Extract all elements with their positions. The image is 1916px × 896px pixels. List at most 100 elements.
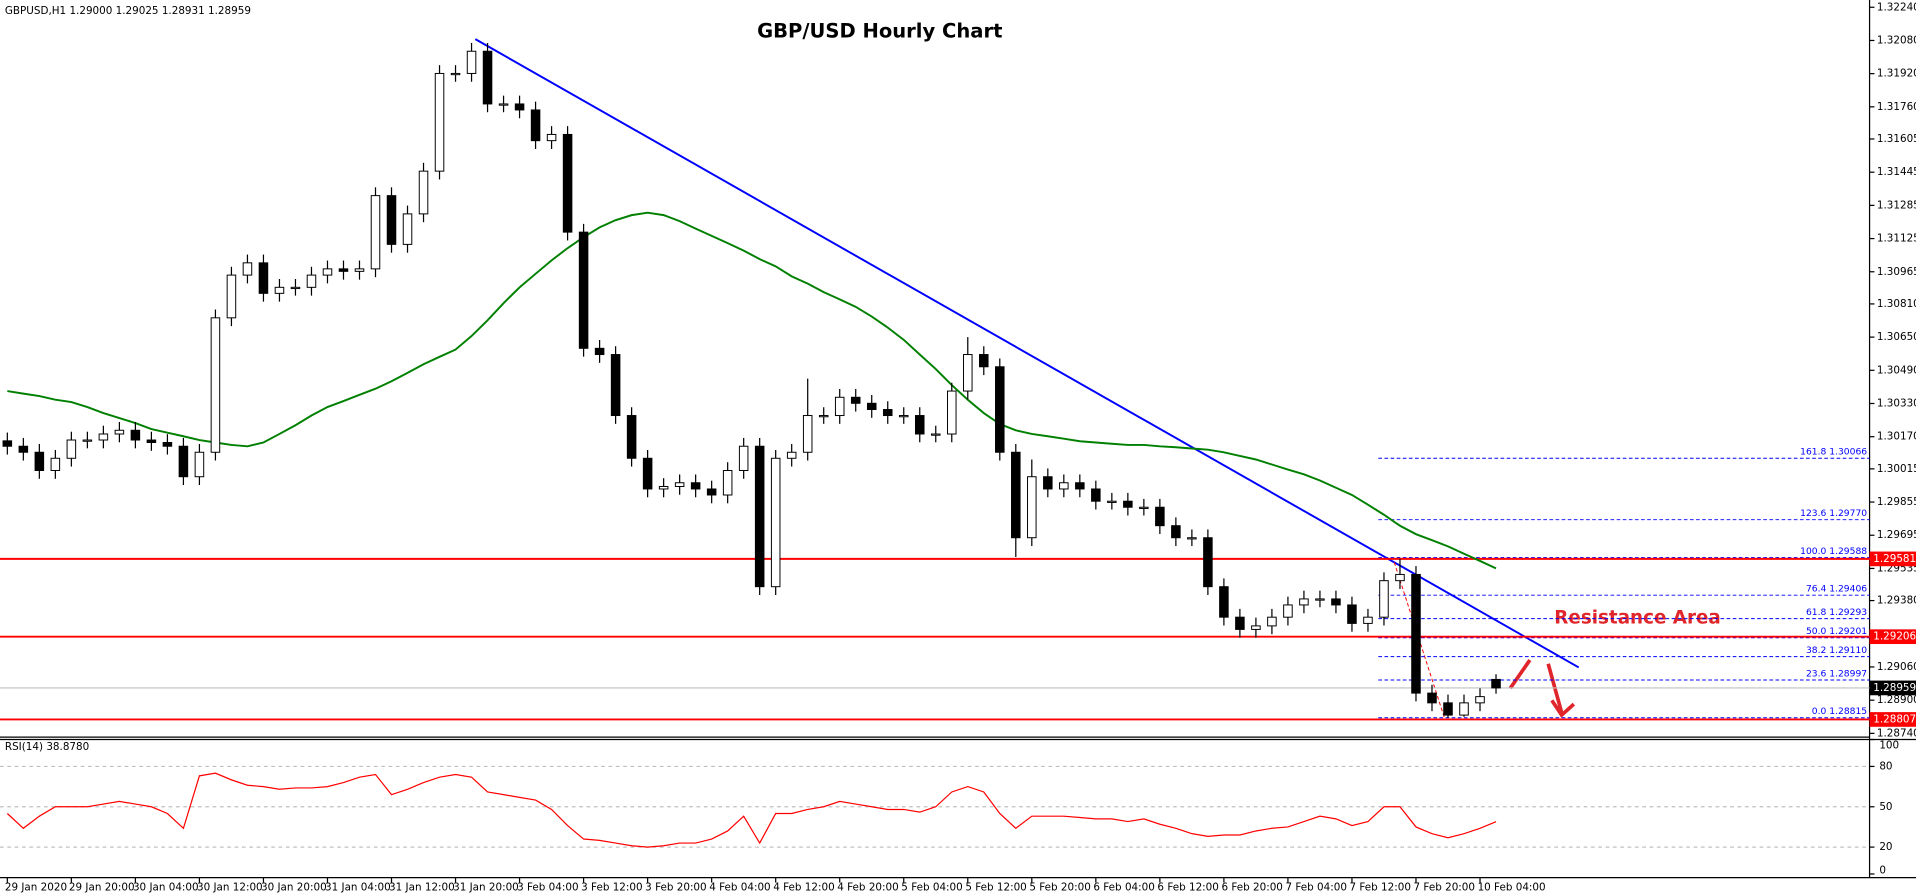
current-price-label: 1.28959	[1873, 682, 1916, 694]
candle-body	[850, 396, 861, 404]
candle-body	[418, 170, 429, 215]
resistance-box	[1869, 712, 1916, 727]
y-tick-label: 0	[1879, 864, 1886, 876]
candle-body	[162, 442, 173, 447]
candle-body	[722, 470, 733, 496]
resistance-label: 1.29206	[1873, 631, 1916, 643]
y-tick-label: 1.28740	[1877, 727, 1916, 739]
x-tick-label: 7 Feb 20:00	[1414, 881, 1475, 893]
candle-body	[178, 445, 189, 478]
candle-body	[979, 354, 989, 368]
candle-body	[995, 366, 1005, 453]
candle-body	[514, 103, 525, 111]
candle-body	[354, 268, 365, 272]
candle-body	[370, 195, 381, 270]
candle-body	[1171, 525, 1181, 539]
candle-body	[194, 451, 205, 478]
x-tick-label: 31 Jan 20:00	[453, 881, 519, 893]
candle-body	[2, 440, 13, 447]
x-tick-label: 29 Jan 20:00	[69, 881, 135, 893]
candle-body	[450, 72, 461, 76]
x-tick-label: 4 Feb 20:00	[837, 881, 898, 893]
candle-body	[834, 396, 845, 417]
candle-body	[1283, 604, 1293, 618]
candle-body	[1011, 451, 1021, 539]
arrow-up	[1508, 659, 1532, 690]
candle-body	[1395, 573, 1405, 582]
candle-body	[1443, 702, 1453, 716]
candle-body	[674, 482, 685, 487]
candle-body	[274, 286, 285, 294]
x-tick-label: 31 Jan 04:00	[325, 881, 391, 893]
y-tick-label: 100	[1879, 740, 1899, 752]
candle-body	[1251, 625, 1261, 630]
candle-body	[338, 268, 349, 272]
candle-body	[1235, 616, 1245, 630]
candle-body	[658, 485, 669, 490]
y-tick-label: 1.31125	[1877, 233, 1916, 245]
x-tick-label: 3 Feb 20:00	[645, 881, 706, 893]
x-tick-label: 4 Feb 04:00	[709, 881, 770, 893]
x-tick-label: 31 Jan 12:00	[389, 881, 455, 893]
x-tick-label: 29 Jan 2020	[5, 881, 67, 893]
y-tick-label: 1.31285	[1877, 199, 1916, 211]
y-tick-label: 1.30810	[1877, 298, 1916, 310]
candle-body	[610, 354, 621, 417]
resistance-label: 1.29581	[1873, 553, 1916, 565]
candle-body	[1347, 604, 1357, 624]
candle-body	[242, 262, 253, 276]
candle-body	[786, 451, 797, 459]
y-tick-label: 1.28900	[1877, 694, 1916, 706]
candle-body	[498, 103, 509, 106]
y-tick-label: 1.31920	[1877, 68, 1916, 80]
candle-body	[1091, 488, 1101, 502]
rsi-line	[6, 772, 1497, 848]
candle-body	[530, 109, 541, 142]
candle-body	[1491, 678, 1501, 689]
y-tick-label: 1.31760	[1877, 101, 1916, 113]
candle-body	[258, 262, 269, 294]
candle-body	[1267, 616, 1277, 627]
y-tick-label: 1.30330	[1877, 398, 1916, 410]
current-price-box	[1869, 680, 1916, 696]
candle-body	[114, 429, 125, 435]
x-tick-label: 3 Feb 12:00	[581, 881, 642, 893]
fib-label: 123.6 1.29770	[1800, 508, 1867, 519]
moving-average	[7, 211, 1497, 570]
x-tick-label: 3 Feb 04:00	[517, 881, 578, 893]
x-tick-label: 4 Feb 12:00	[773, 881, 834, 893]
resistance-box	[1869, 629, 1916, 645]
candle-body	[306, 274, 317, 288]
candle-body	[1139, 506, 1149, 509]
symbol-header: GBPUSD,H1 1.29000 1.29025 1.28931 1.2895…	[5, 5, 251, 17]
candle-body	[1331, 598, 1341, 606]
x-tick-label: 7 Feb 12:00	[1350, 881, 1411, 893]
candle-body	[963, 354, 973, 392]
candle-body	[930, 433, 941, 436]
x-tick-label: 30 Jan 12:00	[197, 881, 263, 893]
x-tick-label: 5 Feb 04:00	[901, 881, 962, 893]
candle-body	[770, 457, 781, 588]
x-tick-label: 5 Feb 12:00	[965, 881, 1026, 893]
x-tick-label: 5 Feb 20:00	[1029, 881, 1090, 893]
y-tick-label: 1.30650	[1877, 331, 1916, 343]
candle-body	[434, 72, 445, 172]
fib-label: 161.8 1.30066	[1800, 447, 1867, 458]
candle-body	[754, 445, 765, 588]
candle-body	[1219, 586, 1229, 618]
candle-body	[1379, 580, 1389, 618]
y-tick-label: 1.30015	[1877, 463, 1916, 475]
candle-body	[98, 433, 109, 441]
fib-label: 100.0 1.29588	[1800, 546, 1867, 557]
fib-label: 76.4 1.29406	[1806, 584, 1867, 595]
y-tick-label: 1.29060	[1877, 661, 1916, 673]
x-tick-label: 7 Feb 04:00	[1285, 881, 1346, 893]
candle-body	[882, 409, 893, 417]
annotation: Resistance Area	[1554, 608, 1721, 629]
candle-body	[914, 415, 925, 435]
candle-body	[82, 439, 93, 442]
y-tick-label: 1.29380	[1877, 595, 1916, 607]
candle-body	[1363, 616, 1373, 624]
candle-body	[546, 133, 557, 142]
candle-body	[1459, 702, 1469, 716]
